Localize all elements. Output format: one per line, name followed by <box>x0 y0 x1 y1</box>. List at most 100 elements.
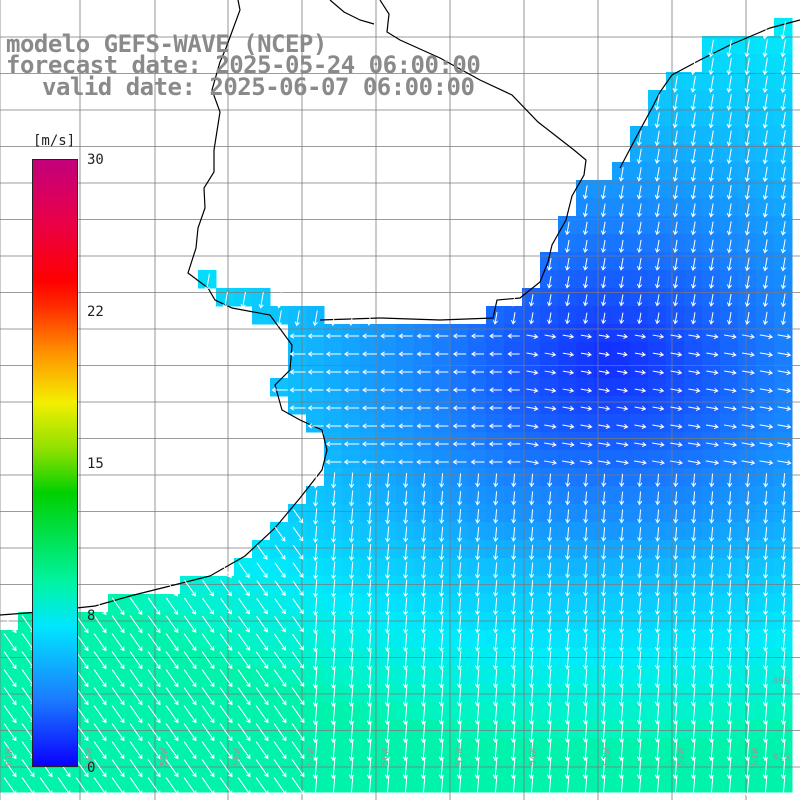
wind-arrow <box>416 333 431 339</box>
wind-arrow <box>384 579 391 598</box>
wind-arrow <box>366 615 373 634</box>
wind-arrow <box>564 668 571 689</box>
wind-arrow <box>601 294 607 307</box>
wind-arrow <box>416 369 431 375</box>
wind-speed-cell <box>288 684 307 703</box>
wind-arrow <box>348 310 354 326</box>
wind-arrow <box>547 312 553 325</box>
wind-arrow <box>726 221 732 236</box>
wind-arrow <box>398 405 413 411</box>
wind-speed-cell <box>414 576 433 595</box>
wind-arrow <box>726 668 733 689</box>
wind-arrow <box>654 775 660 798</box>
wind-arrow <box>670 405 683 411</box>
wind-speed-cell <box>504 468 523 487</box>
wind-arrow <box>438 650 445 671</box>
wind-speed-cell <box>774 756 793 775</box>
wind-speed-cell <box>558 666 577 685</box>
wind-arrow <box>493 526 499 542</box>
wind-arrow <box>165 687 179 706</box>
wind-arrow <box>438 775 444 798</box>
wind-arrow <box>636 651 643 670</box>
wind-speed-cell <box>522 756 541 775</box>
wind-arrow <box>546 633 553 652</box>
wind-arrow <box>762 94 768 111</box>
wind-arrow <box>349 508 355 525</box>
wind-arrow <box>511 544 517 561</box>
wind-arrow <box>343 459 360 465</box>
wind-speed-cell <box>684 486 703 505</box>
wind-arrow <box>655 312 661 325</box>
wind-speed-cell <box>288 594 307 613</box>
wind-speed-cell <box>432 324 451 343</box>
wind-arrow <box>600 668 607 689</box>
wind-speed-cell <box>756 576 775 595</box>
wind-arrow <box>562 351 575 357</box>
wind-arrow <box>762 75 768 93</box>
wind-speed-cell <box>468 594 487 613</box>
wind-speed-cell <box>378 342 397 361</box>
wind-speed-cell <box>306 342 325 361</box>
wind-speed-cell <box>576 306 595 325</box>
wind-speed-cell <box>630 180 649 199</box>
wind-speed-cell <box>774 630 793 649</box>
wind-arrow <box>600 633 607 652</box>
wind-arrow <box>744 650 751 670</box>
wind-arrow <box>546 686 553 707</box>
wind-speed-cell <box>576 558 595 577</box>
wind-speed-cell <box>252 558 271 577</box>
wind-speed-cell <box>378 450 397 469</box>
wind-arrow <box>654 239 660 254</box>
wind-arrow <box>312 650 318 671</box>
wind-speed-cell <box>576 270 595 289</box>
wind-speed-cell <box>270 630 289 649</box>
wind-speed-cell <box>648 486 667 505</box>
wind-arrow <box>762 597 769 616</box>
wind-speed-cell <box>450 522 469 541</box>
wind-arrow <box>565 294 571 307</box>
wind-speed-cell <box>486 504 505 523</box>
wind-speed-cell <box>738 414 757 433</box>
wind-speed-cell <box>288 630 307 649</box>
wind-arrow <box>276 310 282 327</box>
wind-speed-cell <box>666 522 685 541</box>
wind-arrow <box>420 597 427 616</box>
wind-speed-cell <box>558 522 577 541</box>
wind-arrow <box>726 39 732 58</box>
wind-speed-cell <box>738 342 757 361</box>
wind-arrow <box>565 473 571 488</box>
wind-speed-cell <box>702 558 721 577</box>
wind-arrow <box>619 312 625 325</box>
wind-speed-cell <box>576 360 595 379</box>
wind-arrow <box>380 405 395 411</box>
wind-speed-cell <box>468 378 487 397</box>
wind-arrow <box>111 651 125 670</box>
wind-arrow <box>343 387 360 393</box>
wind-speed-cell <box>648 252 667 271</box>
wind-speed-cell <box>306 504 325 523</box>
wind-speed-cell <box>324 414 343 433</box>
wind-arrow <box>3 723 17 742</box>
wind-speed-cell <box>252 630 271 649</box>
wind-arrow <box>489 351 502 357</box>
wind-arrow <box>544 333 557 339</box>
wind-speed-cell <box>414 378 433 397</box>
wind-arrow <box>655 562 661 579</box>
wind-speed-cell <box>684 450 703 469</box>
wind-speed-cell <box>540 450 559 469</box>
wind-speed-cell <box>630 450 649 469</box>
wind-arrow <box>655 597 661 615</box>
wind-arrow <box>492 633 499 652</box>
wind-speed-cell <box>504 378 523 397</box>
wind-speed-cell <box>504 558 523 577</box>
wind-speed-cell <box>720 774 739 793</box>
wind-arrow <box>421 490 427 506</box>
wind-speed-cell <box>612 540 631 559</box>
wind-speed-cell <box>414 324 433 343</box>
wind-arrow <box>510 668 517 689</box>
wind-arrow <box>219 723 233 742</box>
wind-arrow <box>636 258 643 271</box>
wind-arrow <box>619 580 625 597</box>
wind-arrow <box>616 387 629 393</box>
wind-arrow <box>183 597 197 615</box>
